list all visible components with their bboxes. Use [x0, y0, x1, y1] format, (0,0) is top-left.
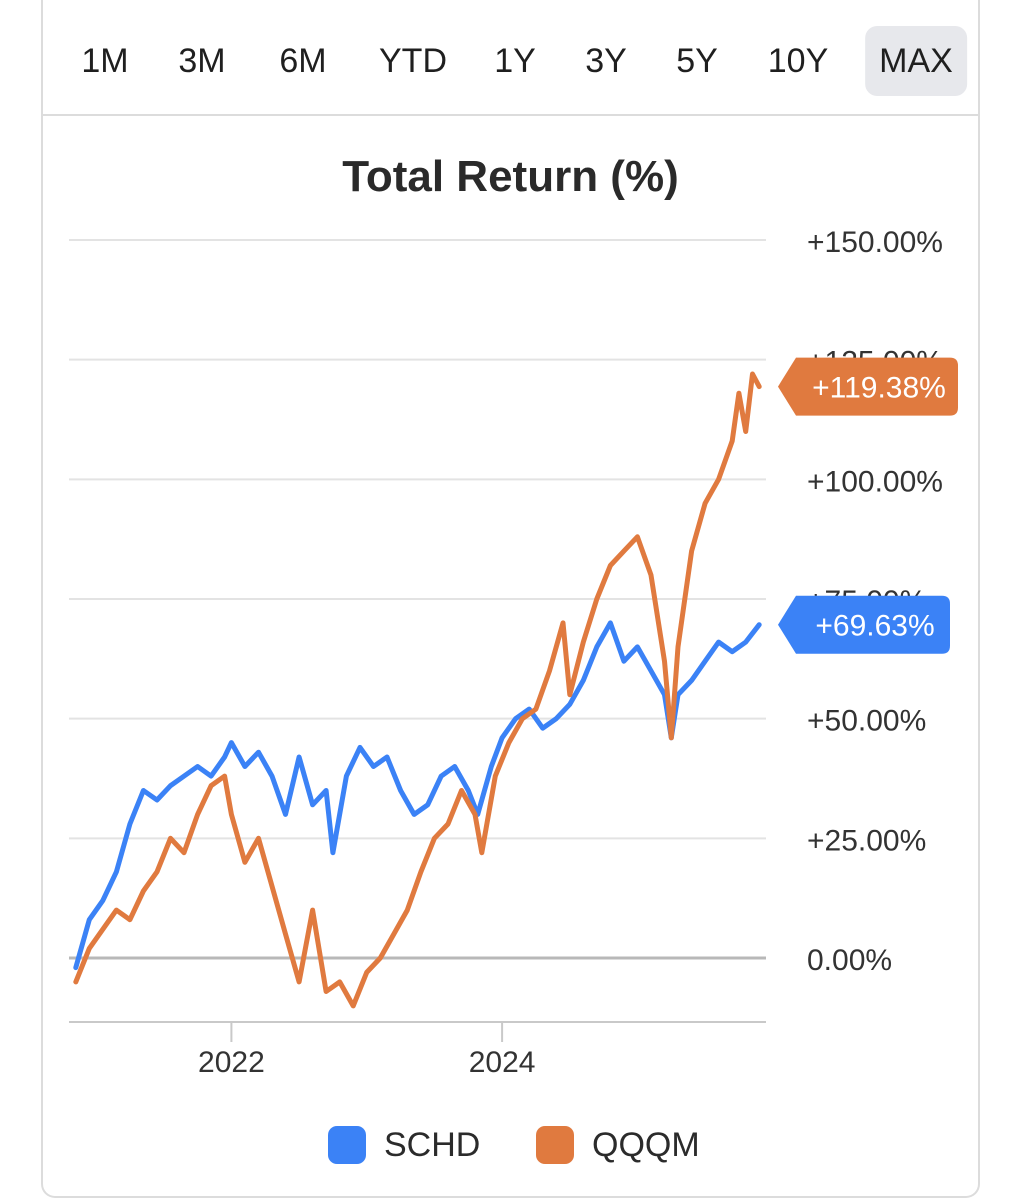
range-button-3y[interactable]: 3Y — [585, 42, 627, 80]
legend-item-schd[interactable]: SCHD — [328, 1118, 480, 1172]
range-button-ytd[interactable]: YTD — [379, 42, 447, 80]
end-label-qqqm: +119.38% — [812, 372, 946, 405]
y-tick-label: +25.00% — [807, 824, 926, 857]
legend-swatch — [328, 1126, 366, 1164]
series-line-qqqm — [73, 371, 762, 1009]
y-tick-label: +50.00% — [807, 705, 926, 738]
legend-label: QQQM — [592, 1125, 700, 1164]
range-selector: 1M 3M 6M YTD 1Y 3Y 5Y 10Y MAX — [43, 0, 978, 116]
end-label-flag-schd — [778, 595, 950, 654]
legend-swatch — [536, 1126, 574, 1164]
legend-item-qqqm[interactable]: QQQM — [536, 1118, 700, 1172]
end-label-flag-qqqm — [778, 357, 958, 416]
series-line-schd — [73, 620, 762, 971]
range-button-1y[interactable]: 1Y — [494, 42, 536, 80]
range-button-3m[interactable]: 3M — [178, 42, 226, 80]
legend: SCHD QQQM — [0, 1118, 1023, 1172]
range-button-6m[interactable]: 6M — [279, 42, 327, 80]
range-button-5y[interactable]: 5Y — [676, 42, 718, 80]
end-label-schd: +69.63% — [815, 610, 934, 643]
chart-title: Total Return (%) — [342, 152, 679, 201]
x-tick-label: 2022 — [198, 1046, 265, 1079]
range-button-max[interactable]: MAX — [865, 26, 967, 96]
y-tick-label: 0.00% — [807, 944, 892, 977]
range-button-10y[interactable]: 10Y — [767, 42, 829, 80]
x-tick-label: 2024 — [469, 1046, 536, 1079]
range-button-1m[interactable]: 1M — [81, 42, 129, 80]
y-tick-label: +150.00% — [807, 226, 943, 259]
legend-label: SCHD — [384, 1125, 481, 1164]
y-tick-label: +100.00% — [807, 465, 943, 498]
